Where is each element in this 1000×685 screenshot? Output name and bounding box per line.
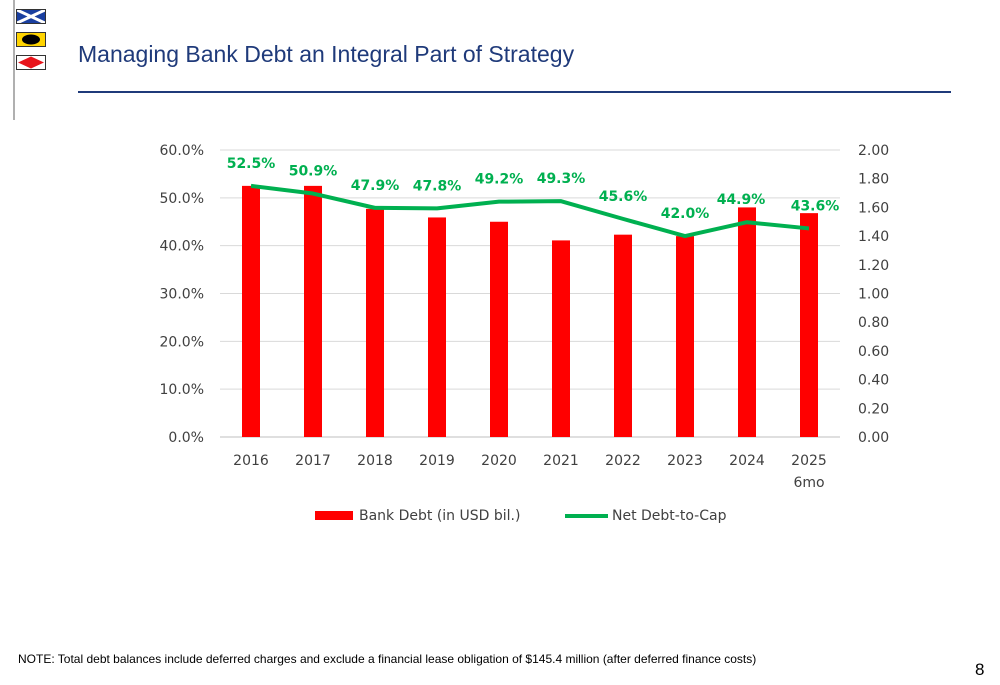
right-axis-tick-label: 1.40 (858, 229, 889, 245)
legend-swatch-bank-debt (315, 511, 353, 520)
right-axis-tick-label: 1.80 (858, 172, 889, 188)
left-axis-tick-label: 20.0% (160, 334, 204, 350)
right-axis-tick-label: 0.40 (858, 373, 889, 389)
page-number: 8 (975, 660, 985, 679)
left-axis-tick-label: 30.0% (160, 287, 204, 303)
flag-yellow-black-icon (16, 32, 46, 47)
data-label: 47.8% (413, 178, 462, 194)
right-axis-tick-label: 0.20 (858, 401, 889, 417)
page-title: Managing Bank Debt an Integral Part of S… (78, 41, 575, 67)
combo-chart: 0.0% 10.0% 20.0% 30.0% 40.0% 50.0% 60.0% 0.00 0.… (160, 143, 890, 524)
right-axis-tick-label: 0.60 (858, 344, 889, 360)
right-axis-tick-label: 0.00 (858, 430, 889, 446)
data-label: 47.9% (351, 178, 400, 194)
data-label: 45.6% (599, 189, 648, 205)
data-label: 42.0% (661, 206, 710, 222)
flag-blue-cross-icon (16, 9, 46, 24)
bar-bank-debt (428, 217, 446, 437)
bar-bank-debt (304, 185, 322, 437)
flagpole (13, 0, 15, 120)
x-axis-tick-label: 2022 (605, 453, 641, 469)
x-axis-tick-label: 2019 (419, 453, 455, 469)
data-label: 44.9% (717, 192, 766, 208)
x-axis-tick-label: 2023 (667, 453, 703, 469)
bar-bank-debt (738, 207, 756, 437)
title-divider (78, 91, 951, 93)
right-axis-tick-label: 2.00 (858, 143, 889, 159)
bar-bank-debt (366, 208, 384, 437)
left-axis-tick-label: 40.0% (160, 239, 204, 255)
x-axis-tick-label: 2021 (543, 453, 579, 469)
legend-label-bank-debt: Bank Debt (in USD bil.) (359, 508, 520, 524)
data-label: 50.9% (289, 164, 338, 180)
bar-bank-debt (676, 236, 694, 437)
bar-bank-debt (614, 234, 632, 437)
data-label: 49.3% (537, 171, 586, 187)
x-axis-tick-label: 2016 (233, 453, 269, 469)
bar-bank-debt (242, 185, 260, 437)
data-label: 49.2% (475, 172, 524, 188)
data-label: 43.6% (791, 198, 840, 214)
bar-bank-debt (800, 213, 818, 437)
left-axis-tick-label: 50.0% (160, 191, 204, 207)
left-axis-tick-label: 60.0% (160, 143, 204, 159)
data-label: 52.5% (227, 156, 276, 172)
right-axis-tick-label: 1.60 (858, 200, 889, 216)
bar-bank-debt (490, 221, 508, 437)
x-axis-tick-label: 2017 (295, 453, 331, 469)
flag-red-diamond-icon (16, 55, 46, 70)
x-axis-tick-label: 2024 (729, 453, 765, 469)
x-axis-tick-label: 2020 (481, 453, 517, 469)
left-axis-tick-label: 10.0% (160, 382, 204, 398)
right-axis-tick-label: 0.80 (858, 315, 889, 331)
left-axis-tick-label: 0.0% (168, 430, 204, 446)
right-axis-tick-label: 1.00 (858, 287, 889, 303)
right-axis-tick-label: 1.20 (858, 258, 889, 274)
x-axis-tick-label: 6mo (793, 475, 824, 491)
x-axis-tick-label: 2018 (357, 453, 393, 469)
x-axis-tick-label: 2025 (791, 453, 827, 469)
line-net-debt-to-cap (250, 183, 810, 239)
legend-label-net-debt-to-cap: Net Debt-to-Cap (612, 508, 727, 524)
bar-bank-debt (552, 240, 570, 437)
footnote: NOTE: Total debt balances include deferr… (18, 652, 757, 666)
